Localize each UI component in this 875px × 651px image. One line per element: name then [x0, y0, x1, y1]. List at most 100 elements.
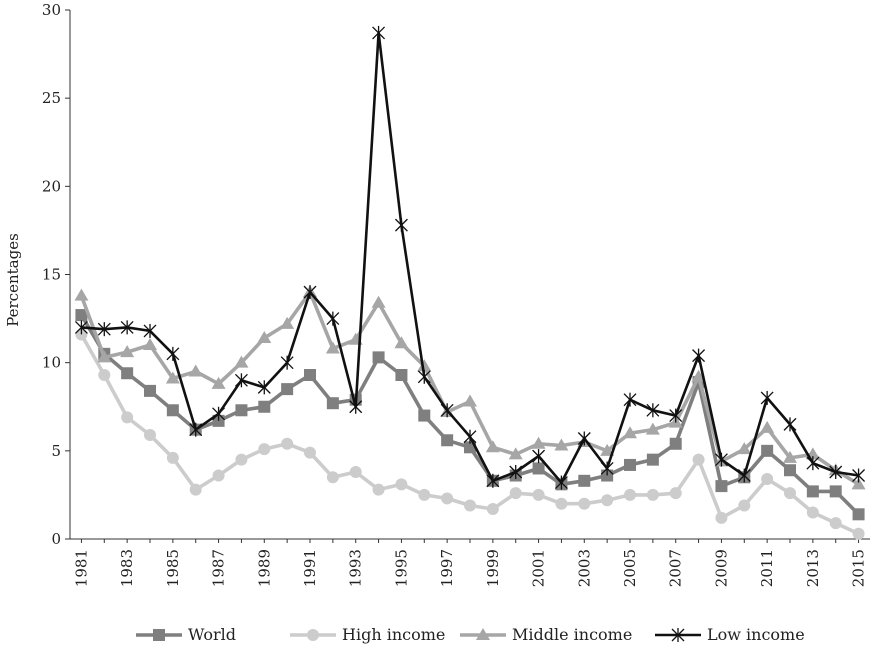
data-point-low-income [74, 320, 88, 335]
data-point-middle-income [371, 295, 386, 308]
data-point-world [418, 409, 431, 422]
data-point-low-income [486, 473, 500, 488]
data-point-middle-income [691, 369, 706, 382]
data-point-high-income [75, 328, 88, 341]
data-point-middle-income [417, 359, 432, 372]
data-point-high-income [738, 499, 751, 512]
x-tick-label: 1995 [392, 549, 410, 587]
data-point-low-income [417, 369, 431, 384]
data-point-low-income [623, 392, 637, 407]
x-tick-label: 1993 [347, 549, 365, 587]
x-tick-label: 1985 [164, 549, 182, 587]
x-tick-label: 2007 [667, 549, 685, 587]
x-tick-label: 2009 [712, 549, 730, 587]
data-point-high-income [646, 488, 659, 501]
data-point-low-income [783, 417, 797, 432]
axes: 0 5 10 15 20 25 30 1981 1983 1985 1987 1989 1991 1993… [42, 1, 870, 587]
x-tick-label: 1983 [118, 549, 136, 587]
data-point-world [669, 437, 682, 450]
x-tick-label: 1987 [210, 549, 228, 587]
data-point-low-income [97, 322, 111, 337]
series-layer [74, 25, 866, 540]
y-axis-label: Percentages [4, 233, 22, 327]
data-point-low-income [737, 468, 751, 483]
data-point-high-income [806, 506, 819, 519]
series-high-income [75, 328, 865, 540]
data-point-low-income [280, 355, 294, 370]
data-point-world [532, 462, 545, 475]
data-point-middle-income [737, 442, 752, 455]
data-point-high-income [121, 411, 134, 424]
data-point-world [75, 309, 88, 322]
data-point-high-income [532, 488, 545, 501]
data-point-world [304, 369, 316, 382]
data-point-high-income [784, 487, 796, 500]
data-point-low-income [532, 449, 546, 464]
data-point-middle-income [165, 371, 180, 384]
data-point-world [326, 397, 339, 410]
data-point-middle-income [783, 450, 797, 463]
data-point-high-income [486, 503, 499, 516]
data-point-middle-income [508, 447, 523, 460]
data-point-world [281, 383, 294, 396]
data-point-low-income [852, 468, 866, 483]
data-point-high-income [166, 451, 179, 464]
data-point-middle-income [485, 440, 500, 453]
data-point-world [806, 485, 819, 498]
data-point-high-income [715, 511, 728, 524]
data-point-low-income [600, 461, 614, 476]
data-point-low-income [577, 431, 591, 446]
data-point-high-income [669, 487, 682, 500]
y-tick-label: 5 [51, 442, 61, 460]
data-point-high-income [304, 446, 316, 459]
data-point-world [441, 434, 454, 447]
x-tick-label: 1991 [301, 549, 319, 587]
data-point-high-income [555, 497, 568, 510]
legend-marker [476, 628, 490, 640]
data-point-middle-income [280, 316, 295, 329]
legend-label: Low income [707, 625, 805, 644]
data-point-high-income [601, 494, 614, 507]
data-point-middle-income [120, 345, 135, 358]
data-point-world [235, 404, 248, 417]
data-point-low-income [120, 320, 134, 335]
x-tick-label: 2005 [621, 549, 639, 587]
legend-marker [671, 628, 685, 642]
x-tick-label: 2013 [804, 549, 822, 587]
data-point-low-income [463, 429, 477, 444]
data-point-low-income [646, 403, 660, 418]
legend-label: Middle income [512, 625, 632, 644]
data-point-middle-income [74, 288, 89, 301]
data-point-world [829, 485, 842, 498]
data-point-low-income [692, 348, 706, 363]
data-point-low-income [440, 403, 454, 418]
data-point-low-income [212, 406, 226, 421]
data-point-high-income [144, 428, 156, 441]
series-low-income [74, 25, 866, 490]
y-tick-label: 30 [42, 1, 61, 19]
legend-item-world: World [136, 625, 236, 644]
data-point-world [601, 469, 614, 482]
legend-item-middle-income: Middle income [460, 625, 632, 644]
data-point-middle-income [325, 341, 340, 354]
data-point-world [395, 369, 408, 382]
x-tick-label: 1981 [72, 549, 90, 587]
data-point-middle-income [531, 436, 546, 449]
data-point-middle-income [463, 394, 477, 407]
legend-item-high-income: High income [290, 625, 445, 644]
data-point-middle-income [188, 364, 203, 377]
x-tick-label: 2001 [530, 549, 548, 587]
data-point-high-income [235, 453, 248, 466]
data-point-low-income [669, 408, 683, 423]
data-point-world [784, 464, 796, 477]
data-point-world [166, 404, 179, 417]
data-point-low-income [257, 380, 271, 395]
data-point-high-income [98, 369, 111, 382]
y-tick-label: 20 [42, 177, 61, 195]
data-point-high-income [189, 483, 202, 496]
data-point-low-income [806, 456, 820, 471]
data-point-middle-income [600, 443, 615, 456]
data-point-low-income [143, 323, 157, 338]
x-tick-label: 2015 [850, 549, 868, 587]
